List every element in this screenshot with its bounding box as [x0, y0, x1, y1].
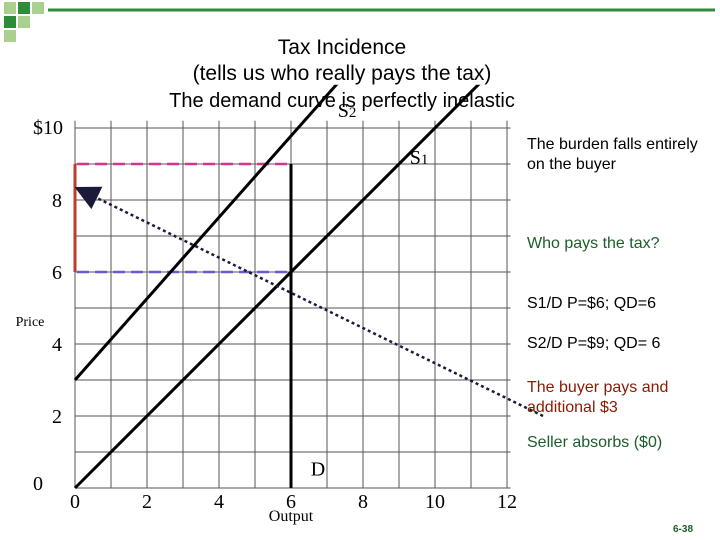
- y-tick-label: 0: [33, 473, 43, 495]
- x-tick-label: 10: [425, 491, 445, 513]
- x-tick-label: 4: [214, 491, 224, 513]
- seller-absorbs-annotation: Seller absorbs ($0): [527, 434, 663, 451]
- top-rule: [48, 8, 715, 12]
- page-number: 6-38: [673, 524, 694, 535]
- s2-d-equilibrium-annotation: S2/D P=$9; QD= 6: [527, 335, 661, 352]
- buyer-pays-annotation: The buyer pays and additional $3: [527, 379, 669, 416]
- y-tick-label: 4: [52, 334, 62, 356]
- chart-subtitle: (tells us who really pays the tax): [192, 62, 492, 85]
- series-line-s2: [73, 84, 339, 381]
- chart-title: Tax Incidence: [277, 36, 407, 59]
- series-label-s2: S2: [338, 100, 357, 122]
- x-tick-label: 8: [358, 491, 368, 513]
- burden-annotation: The burden falls entirely on the buyer: [527, 136, 698, 173]
- y-tick-label: 6: [52, 262, 62, 284]
- x-tick-label: 0: [70, 491, 80, 513]
- s1-d-equilibrium-annotation: S1/D P=$6; QD=6: [527, 295, 656, 312]
- chart-heading: The demand curve is perfectly inelastic: [169, 90, 515, 112]
- y-top-price-label: $10: [33, 117, 63, 139]
- y-tick-label: 2: [52, 406, 62, 428]
- series-label-d: D: [311, 458, 325, 480]
- x-tick-label: 6: [286, 491, 296, 513]
- corner-decoration: [4, 2, 44, 42]
- x-tick-label: 2: [142, 491, 152, 513]
- x-axis-label: Output: [269, 508, 314, 525]
- who-pays-arrow: [74, 186, 544, 418]
- x-tick-label: 12: [497, 491, 517, 513]
- y-axis-label: Price: [16, 315, 45, 330]
- series-label-s1: S1: [410, 147, 429, 169]
- y-tick-label: 8: [52, 190, 62, 212]
- who-pays-annotation: Who pays the tax?: [527, 235, 660, 252]
